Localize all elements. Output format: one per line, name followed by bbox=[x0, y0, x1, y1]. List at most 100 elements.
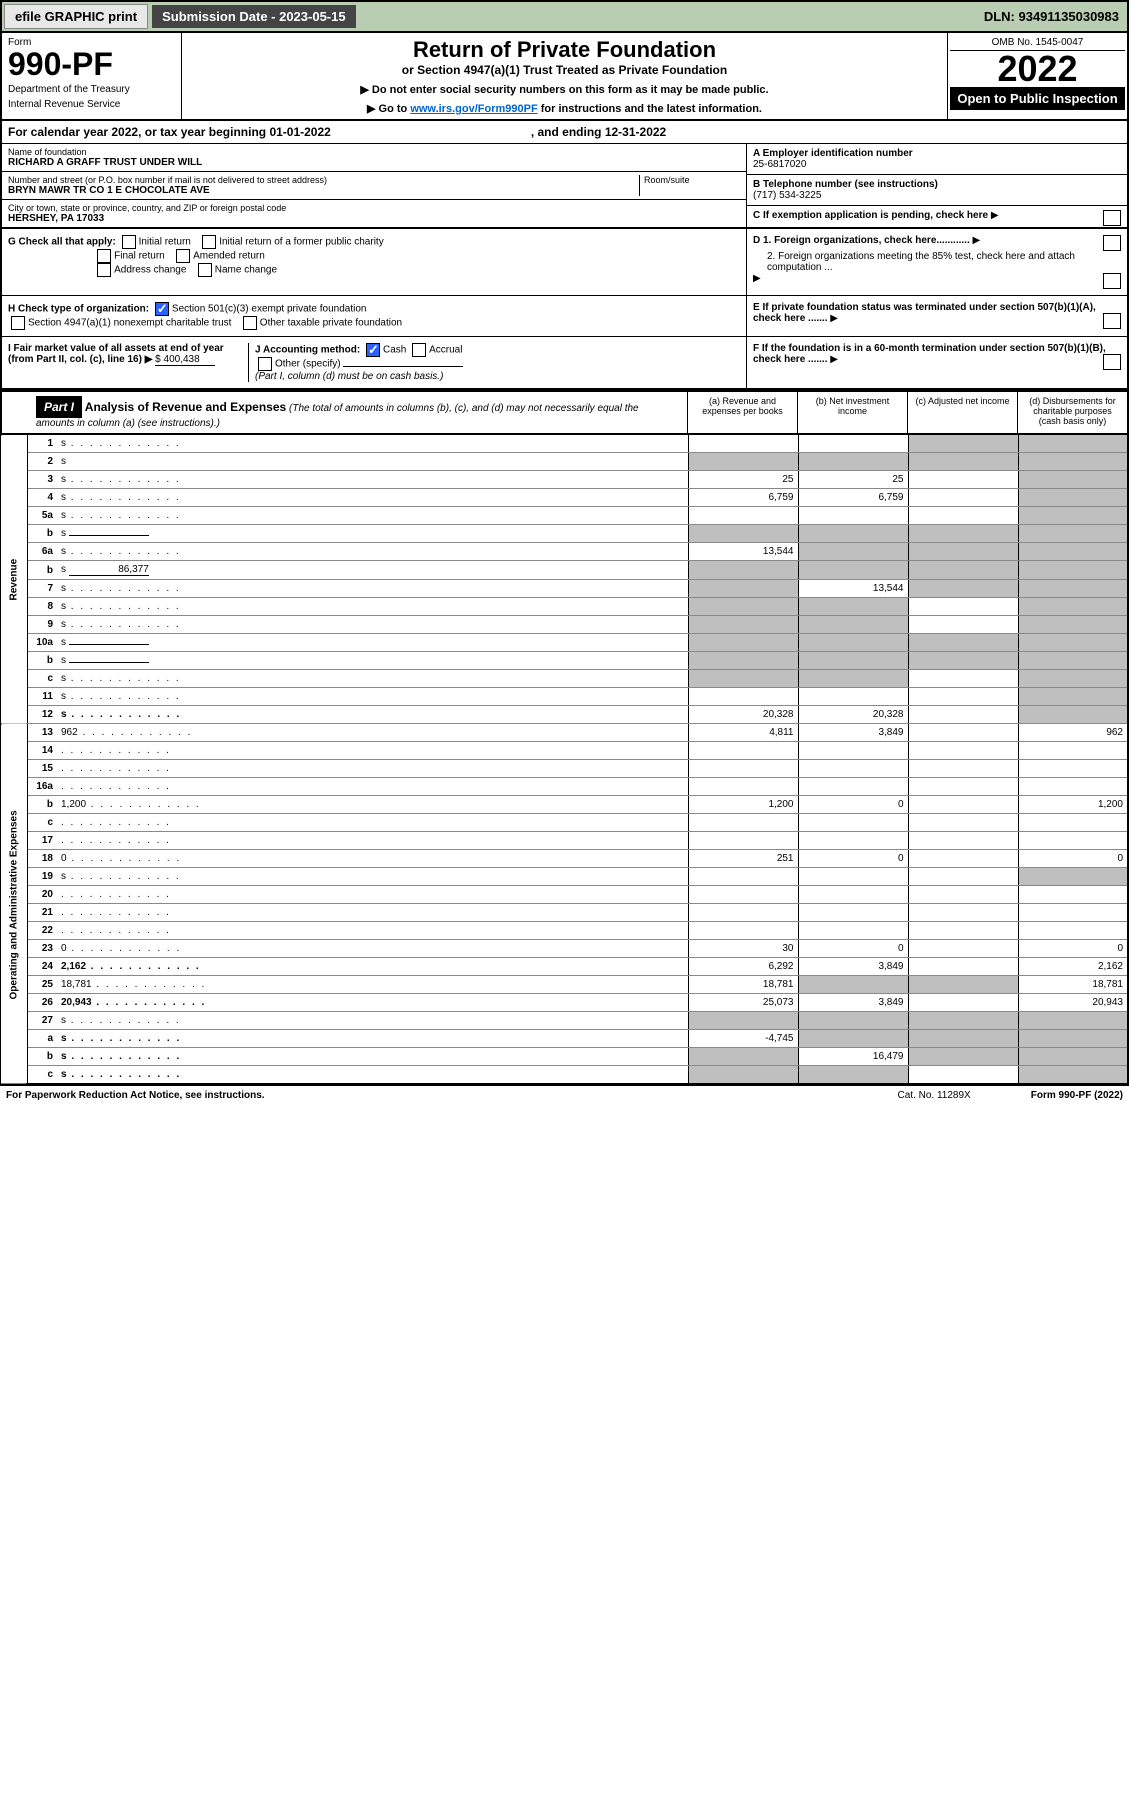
row-number: 6a bbox=[27, 543, 57, 561]
value-cell-a bbox=[688, 1066, 798, 1085]
value-cell-d bbox=[1018, 1048, 1128, 1066]
form990pf-link[interactable]: www.irs.gov/Form990PF bbox=[410, 103, 537, 115]
value-cell-a bbox=[688, 742, 798, 760]
value-cell-d: 0 bbox=[1018, 850, 1128, 868]
g-final-return[interactable] bbox=[97, 249, 111, 263]
value-cell-b bbox=[798, 760, 908, 778]
value-cell-d bbox=[1018, 543, 1128, 561]
value-cell-a: 13,544 bbox=[688, 543, 798, 561]
f-checkbox[interactable] bbox=[1103, 354, 1121, 370]
value-cell-c bbox=[908, 525, 1018, 543]
value-cell-d bbox=[1018, 435, 1128, 453]
table-row: 3s2525 bbox=[1, 471, 1128, 489]
value-cell-c bbox=[908, 1066, 1018, 1085]
j-other[interactable] bbox=[258, 357, 272, 371]
row-number: 13 bbox=[27, 724, 57, 742]
value-cell-b bbox=[798, 453, 908, 471]
row-number: b bbox=[27, 1048, 57, 1066]
row-description: s bbox=[57, 580, 688, 598]
row-number: 27 bbox=[27, 1012, 57, 1030]
j-accrual[interactable] bbox=[412, 343, 426, 357]
g-initial-former[interactable] bbox=[202, 235, 216, 249]
foundation-info: Name of foundation RICHARD A GRAFF TRUST… bbox=[0, 144, 1129, 229]
row-number: 10a bbox=[27, 634, 57, 652]
row-description bbox=[57, 778, 688, 796]
table-row: 2518,78118,78118,781 bbox=[1, 976, 1128, 994]
h-other-taxable[interactable] bbox=[243, 316, 257, 330]
value-cell-d bbox=[1018, 742, 1128, 760]
value-cell-a bbox=[688, 886, 798, 904]
row-number: 19 bbox=[27, 868, 57, 886]
row-number: 1 bbox=[27, 435, 57, 453]
efile-print-button[interactable]: efile GRAPHIC print bbox=[4, 4, 148, 29]
g-address-change[interactable] bbox=[97, 263, 111, 277]
value-cell-c bbox=[908, 814, 1018, 832]
value-cell-d bbox=[1018, 616, 1128, 634]
table-row: 2620,94325,0733,84920,943 bbox=[1, 994, 1128, 1012]
value-cell-b: 16,479 bbox=[798, 1048, 908, 1066]
value-cell-a bbox=[688, 616, 798, 634]
row-number: c bbox=[27, 1066, 57, 1085]
table-row: 16a bbox=[1, 778, 1128, 796]
value-cell-a: 20,328 bbox=[688, 706, 798, 724]
row-number: b bbox=[27, 796, 57, 814]
value-cell-a bbox=[688, 760, 798, 778]
row-description: s bbox=[57, 652, 688, 670]
j-label: J Accounting method: bbox=[255, 345, 360, 356]
j-note: (Part I, column (d) must be on cash basi… bbox=[255, 371, 443, 382]
form-subtitle: or Section 4947(a)(1) Trust Treated as P… bbox=[192, 63, 937, 77]
value-cell-c bbox=[908, 976, 1018, 994]
row-number: 2 bbox=[27, 453, 57, 471]
foundation-address: BRYN MAWR TR CO 1 E CHOCOLATE AVE bbox=[8, 185, 635, 196]
calendar-year-row: For calendar year 2022, or tax year begi… bbox=[0, 121, 1129, 144]
table-row: 19s bbox=[1, 868, 1128, 886]
g-name-change[interactable] bbox=[198, 263, 212, 277]
h-4947[interactable] bbox=[11, 316, 25, 330]
value-cell-b: 3,849 bbox=[798, 994, 908, 1012]
value-cell-a bbox=[688, 778, 798, 796]
row-number: 23 bbox=[27, 940, 57, 958]
value-cell-d: 18,781 bbox=[1018, 976, 1128, 994]
row-description: s bbox=[57, 1066, 688, 1085]
value-cell-d bbox=[1018, 1066, 1128, 1085]
value-cell-d bbox=[1018, 670, 1128, 688]
value-cell-b bbox=[798, 742, 908, 760]
g-initial-return[interactable] bbox=[122, 235, 136, 249]
table-row: 6as13,544 bbox=[1, 543, 1128, 561]
cal-year-end: , and ending 12-31-2022 bbox=[531, 125, 666, 139]
d2-checkbox[interactable] bbox=[1103, 273, 1121, 289]
value-cell-c bbox=[908, 598, 1018, 616]
table-row: 2303000 bbox=[1, 940, 1128, 958]
value-cell-a bbox=[688, 868, 798, 886]
row-description: 962 bbox=[57, 724, 688, 742]
submission-date: Submission Date - 2023-05-15 bbox=[152, 5, 356, 28]
row-description: s bbox=[57, 598, 688, 616]
j-cash[interactable] bbox=[366, 343, 380, 357]
row-number: 22 bbox=[27, 922, 57, 940]
value-cell-d bbox=[1018, 471, 1128, 489]
value-cell-a: 30 bbox=[688, 940, 798, 958]
row-description: s bbox=[57, 634, 688, 652]
value-cell-d: 962 bbox=[1018, 724, 1128, 742]
table-row: 12s20,32820,328 bbox=[1, 706, 1128, 724]
page-footer: For Paperwork Reduction Act Notice, see … bbox=[0, 1085, 1129, 1105]
value-cell-b bbox=[798, 832, 908, 850]
row-number: 11 bbox=[27, 688, 57, 706]
city-label: City or town, state or province, country… bbox=[8, 203, 740, 213]
d1-checkbox[interactable] bbox=[1103, 235, 1121, 251]
value-cell-c bbox=[908, 922, 1018, 940]
part1-table: Revenue1s2s3s25254s6,7596,7595asbs 6as13… bbox=[0, 435, 1129, 1085]
e-checkbox[interactable] bbox=[1103, 313, 1121, 329]
row-number: 20 bbox=[27, 886, 57, 904]
value-cell-b bbox=[798, 525, 908, 543]
row-number: 14 bbox=[27, 742, 57, 760]
g-amended[interactable] bbox=[176, 249, 190, 263]
c-checkbox[interactable] bbox=[1103, 210, 1121, 226]
h-501c3[interactable] bbox=[155, 302, 169, 316]
table-row: bs 86,377 bbox=[1, 561, 1128, 580]
value-cell-d bbox=[1018, 634, 1128, 652]
value-cell-c bbox=[908, 471, 1018, 489]
foundation-name: RICHARD A GRAFF TRUST UNDER WILL bbox=[8, 157, 740, 168]
row-description: s bbox=[57, 688, 688, 706]
row-number: 12 bbox=[27, 706, 57, 724]
